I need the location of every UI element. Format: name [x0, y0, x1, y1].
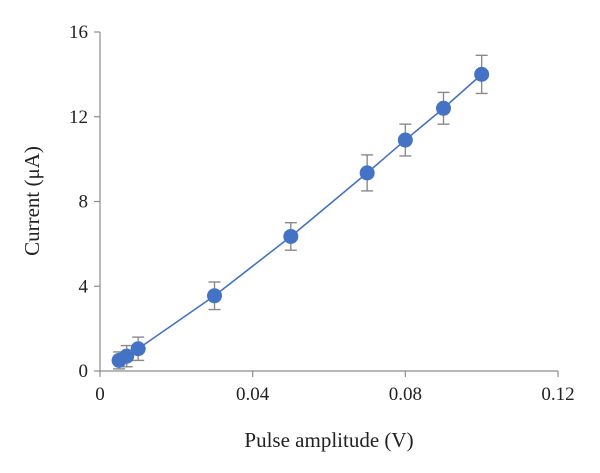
- y-tick-label: 12: [69, 107, 88, 128]
- data-points: [111, 66, 490, 368]
- plot-area: 0 0.04 0.08 0.12 0 4 8 12 16: [69, 22, 575, 405]
- x-tick-label: 0: [95, 384, 105, 405]
- data-point: [283, 228, 299, 244]
- data-point: [359, 165, 375, 181]
- x-tick-label: 0.04: [236, 384, 270, 405]
- data-point: [436, 100, 451, 116]
- y-tick-label: 16: [69, 22, 88, 43]
- x-tick-label: 0.08: [389, 384, 422, 405]
- y-axis-title: Current (μA): [20, 146, 44, 256]
- series-line: [118, 73, 483, 362]
- y-tick-label: 4: [79, 276, 89, 297]
- y-tick-label: 8: [79, 192, 89, 213]
- x-tick-label: 0.12: [541, 384, 574, 405]
- data-point: [207, 288, 222, 304]
- y-tick-label: 0: [79, 361, 89, 382]
- data-point: [119, 348, 135, 364]
- error-bars: [113, 54, 488, 370]
- data-point: [397, 132, 413, 148]
- data-point: [130, 341, 146, 357]
- x-axis-title: Pulse amplitude (V): [244, 428, 413, 452]
- x-axis-ticks: 0 0.04 0.08 0.12: [95, 371, 575, 405]
- data-point: [474, 66, 490, 82]
- y-axis-ticks: 0 4 8 12 16: [69, 22, 100, 382]
